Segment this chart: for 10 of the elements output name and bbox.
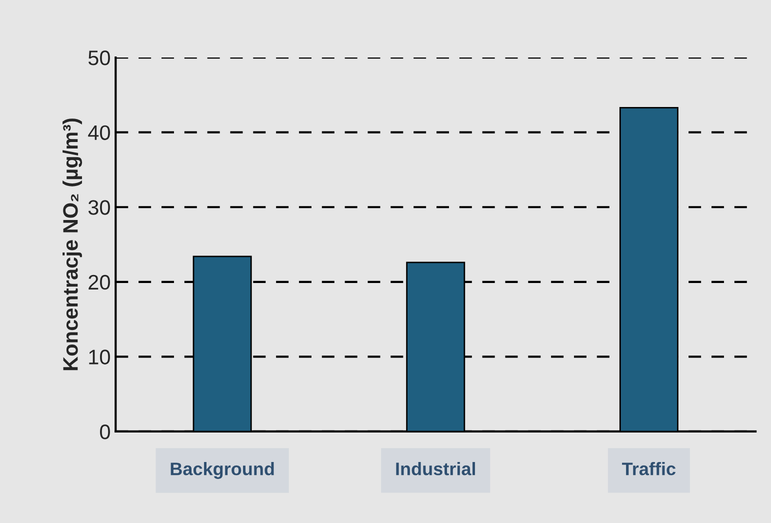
y-tick-label: 50 bbox=[88, 50, 110, 66]
y-tick-label: 30 bbox=[88, 200, 110, 215]
x-tick-label: Traffic bbox=[622, 462, 676, 476]
y-axis-title: Koncentracje NO₂ (µg/m³) bbox=[62, 118, 82, 370]
x-tick-label: Background bbox=[170, 462, 274, 479]
y-tick-label: 40 bbox=[88, 125, 110, 140]
y-tick-label: 0 bbox=[100, 424, 110, 440]
y-tick-label: 20 bbox=[88, 274, 110, 290]
y-tick-label: 10 bbox=[89, 350, 110, 364]
x-tick-label: Industrial bbox=[396, 462, 475, 476]
